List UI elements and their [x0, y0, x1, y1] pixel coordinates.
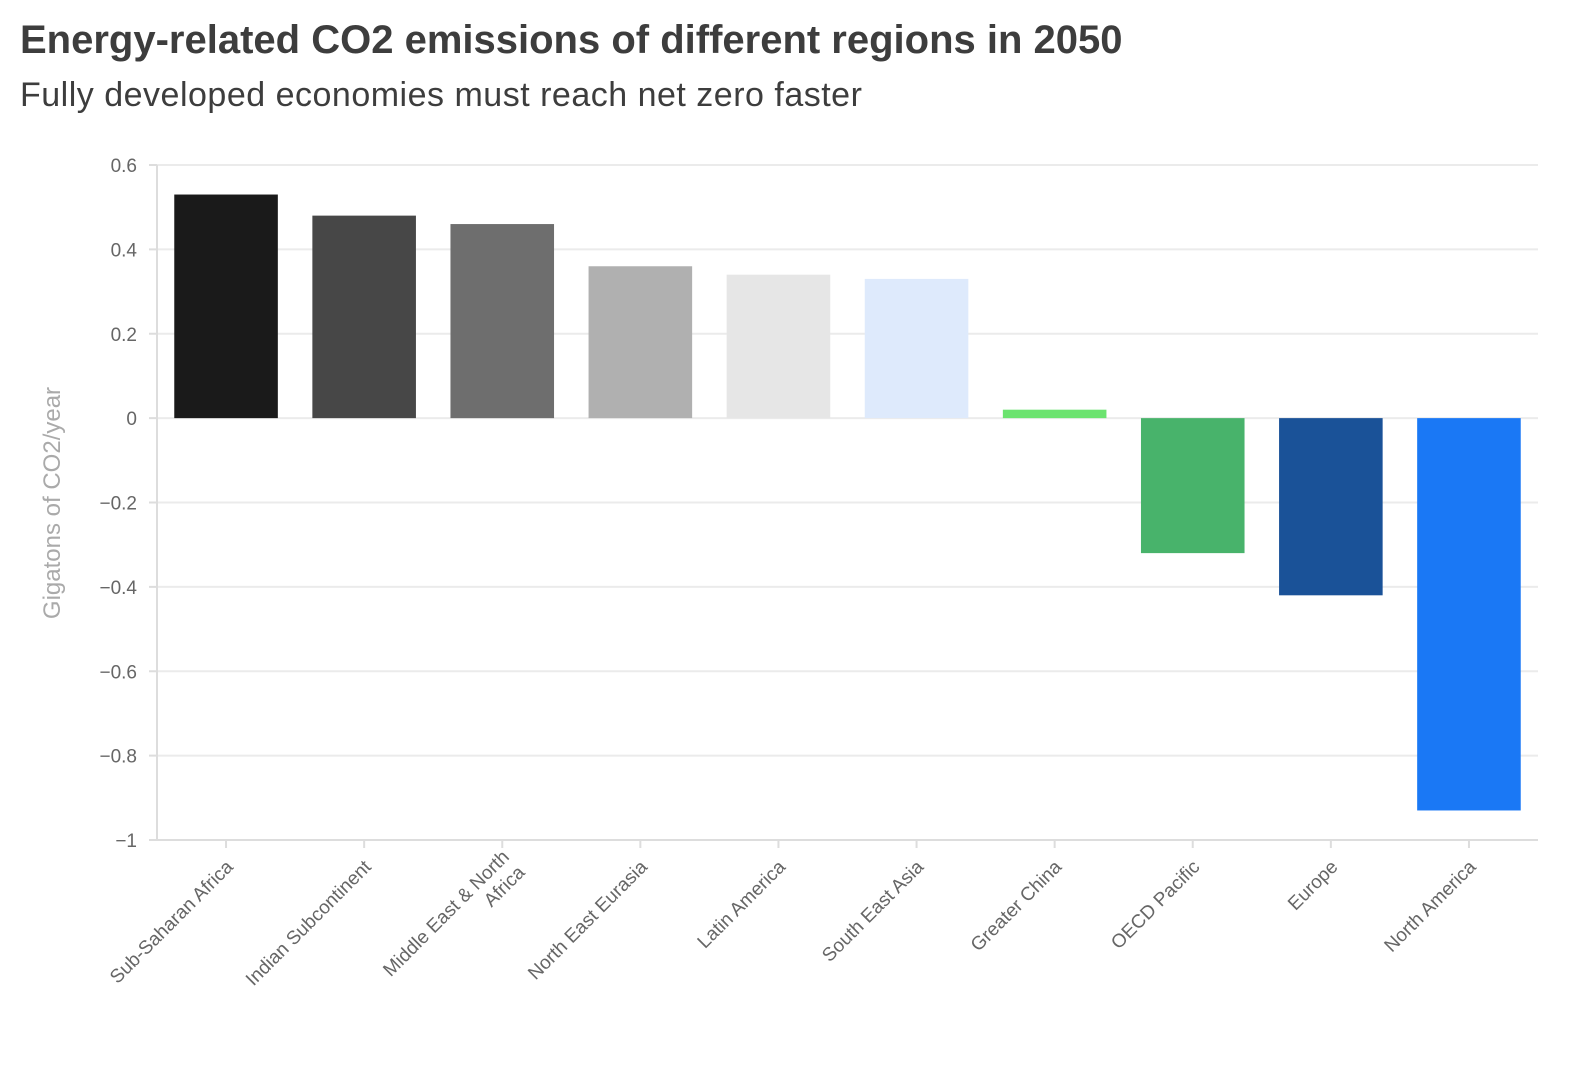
y-tick-label: −0.4: [99, 578, 137, 599]
x-tick-label: North East Eurasia: [524, 856, 652, 984]
x-tick-label: Greater China: [967, 856, 1067, 956]
x-tick-label: Latin America: [694, 856, 791, 953]
x-tick-label-line: Latin America: [694, 856, 791, 953]
x-tick-label: Sub-Saharan Africa: [106, 856, 238, 988]
chart-subtitle: Fully developed economies must reach net…: [20, 76, 863, 114]
y-axis-label: Gigatons of CO2/year: [39, 387, 66, 619]
x-tick-label-line: Middle East & North: [379, 847, 513, 981]
x-tick-label-line: South East Asia: [818, 856, 928, 966]
bar-oecd-pacific[interactable]: [1140, 418, 1245, 554]
y-tick-label: −0.6: [99, 662, 137, 683]
x-tick-label: OECD Pacific: [1107, 857, 1204, 954]
x-tick-label-line: Europe: [1284, 857, 1342, 915]
bar-north-east-eurasia[interactable]: [588, 266, 693, 419]
x-tick-label: Europe: [1284, 857, 1342, 915]
y-tick-label: −0.8: [99, 747, 137, 768]
x-tick-label-line: North East Eurasia: [524, 856, 652, 984]
x-tick-label: Middle East & NorthAfrica: [379, 846, 529, 996]
x-tick-label-line: OECD Pacific: [1107, 857, 1204, 954]
bar-north-america[interactable]: [1417, 418, 1521, 811]
bar-south-east-asia[interactable]: [864, 278, 969, 419]
bar-indian-subcontinent[interactable]: [312, 215, 416, 419]
y-tick-label: 0: [126, 409, 137, 430]
x-tick-label-line: North America: [1381, 856, 1481, 956]
x-tick-label-line: Indian Subcontinent: [242, 856, 376, 990]
bar-europe[interactable]: [1279, 418, 1383, 596]
x-tick-label: North America: [1381, 856, 1481, 956]
y-tick-label: 0.6: [111, 156, 137, 177]
bar-middle-east-north-africa[interactable]: [450, 224, 555, 419]
y-tick-label: 0.2: [111, 325, 137, 346]
x-tick-label-line: Sub-Saharan Africa: [106, 856, 238, 988]
bar-latin-america[interactable]: [726, 274, 831, 419]
chart-title: Energy-related CO2 emissions of differen…: [20, 18, 1123, 62]
x-tick-label-line: Greater China: [967, 856, 1067, 956]
y-tick-label: 0.4: [111, 240, 138, 261]
bar-sub-saharan-africa[interactable]: [174, 194, 278, 419]
bar-greater-china[interactable]: [1002, 409, 1107, 419]
x-tick-label: South East Asia: [818, 856, 928, 966]
y-tick-label: −0.2: [99, 494, 137, 515]
y-tick-label: −1: [115, 831, 137, 852]
x-tick-label: Indian Subcontinent: [242, 856, 376, 990]
bars: [174, 194, 1521, 811]
